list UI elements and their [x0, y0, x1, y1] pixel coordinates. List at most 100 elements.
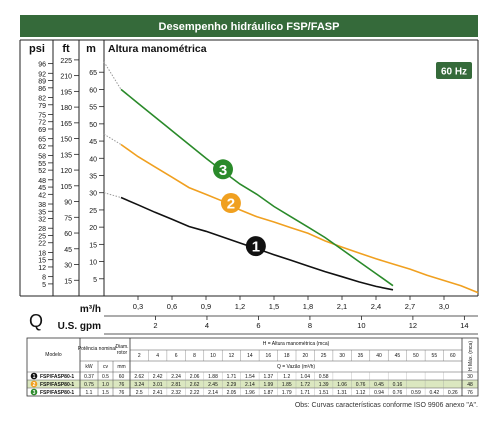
- cell-model: FSP/FASP80-1: [40, 374, 74, 380]
- m-tick-label: 55: [89, 105, 97, 112]
- footnote: Obs: Curvas características conforme ISO…: [294, 402, 478, 409]
- table-row: [27, 388, 478, 396]
- cell-flow: 2.24: [171, 374, 181, 380]
- cell-flow: 1.96: [245, 390, 255, 396]
- psi-tick-label: 58: [38, 154, 46, 161]
- m-unit-label: m: [86, 43, 96, 55]
- cell-flow: 0.76: [393, 390, 403, 396]
- m3h-tick-label: 2,1: [337, 302, 347, 311]
- curve-3-extrapolation: [103, 61, 122, 90]
- cell-flow: 2.05: [227, 390, 237, 396]
- row-3-badge: [30, 388, 38, 396]
- m3h-row-label: m³/h: [80, 304, 101, 315]
- psi-tick-label: 89: [38, 79, 46, 86]
- psi-tick-label: 12: [38, 265, 46, 272]
- cell-flow: 2.62: [190, 382, 200, 388]
- row-1-badge: [30, 372, 38, 380]
- table-h-head: 45: [395, 353, 401, 359]
- table-h-head: 2: [138, 353, 141, 359]
- curve-1-extrapolation: [103, 192, 122, 199]
- cell-flow: 2.32: [171, 390, 181, 396]
- m3h-tick-label: 0,9: [201, 302, 211, 311]
- gpm-tick-label: 4: [205, 321, 209, 330]
- cell-flow: 2.45: [208, 382, 218, 388]
- table-h-head: 25: [321, 353, 327, 359]
- m-tick-label: 10: [89, 260, 97, 267]
- cell-cv: 1.5: [102, 390, 109, 396]
- psi-tick-label: 82: [38, 96, 46, 103]
- frequency-badge: [436, 62, 472, 79]
- table-sub-mm: mm: [117, 364, 125, 370]
- cell-mm: 60: [119, 374, 125, 380]
- cell-flow: 1.04: [300, 374, 310, 380]
- table-h-head: 40: [376, 353, 382, 359]
- cell-flow: 1.12: [356, 390, 366, 396]
- cell-flow: 0.76: [356, 382, 366, 388]
- cell-model: FSP/FASP80-1: [40, 382, 74, 388]
- curve-2-badge-label: 2: [227, 196, 235, 213]
- table-h-head: 8: [193, 353, 196, 359]
- psi-tick-label: 28: [38, 226, 46, 233]
- cell-flow: 0.26: [448, 390, 458, 396]
- ft-tick-label: 150: [60, 137, 72, 144]
- cell-kw: 1.1: [86, 390, 93, 396]
- table-h-head: 20: [302, 353, 308, 359]
- cell-flow: 1.31: [337, 390, 347, 396]
- cell-flow: 0.45: [374, 382, 384, 388]
- psi-tick-label: 79: [38, 103, 46, 110]
- cell-flow: 2.29: [227, 382, 237, 388]
- cell-cv: 0.5: [102, 374, 109, 380]
- row-badge-label: 2: [33, 382, 36, 388]
- cell-flow: 1.72: [300, 382, 310, 388]
- cell-flow: 0.94: [374, 390, 384, 396]
- m3h-tick-label: 2,4: [371, 302, 381, 311]
- cell-flow: 1.88: [208, 374, 218, 380]
- curve-2-extrapolation: [103, 133, 122, 145]
- m-tick-label: 20: [89, 225, 97, 232]
- psi-tick-label: 92: [38, 71, 46, 78]
- cell-flow: 2.41: [153, 390, 163, 396]
- cell-flow: 2.62: [134, 374, 144, 380]
- table-header-modelo: Modelo: [45, 352, 62, 358]
- ft-tick-label: 15: [64, 278, 72, 285]
- frequency-badge-label: 60 Hz: [441, 67, 467, 78]
- curve-2-badge: [220, 193, 241, 214]
- psi-tick-label: 32: [38, 217, 46, 224]
- cell-flow: 2.22: [190, 390, 200, 396]
- curve-1-badge-label: 1: [252, 239, 260, 256]
- m3h-tick-label: 1,8: [303, 302, 313, 311]
- cell-kw: 0.75: [84, 382, 94, 388]
- m-tick-label: 50: [89, 122, 97, 129]
- table-h-head: 60: [450, 353, 456, 359]
- cell-model: FSP/FASP80-1: [40, 390, 74, 396]
- curve-2-line: [120, 143, 479, 294]
- table-sub-q: Q = Vazão (m³/h): [277, 364, 315, 370]
- title-bar: [20, 15, 478, 37]
- table-row: [27, 380, 478, 388]
- psi-tick-label: 52: [38, 168, 46, 175]
- cell-flow: 1.71: [300, 390, 310, 396]
- m3h-tick-label: 2,7: [405, 302, 415, 311]
- ft-tick-label: 75: [64, 215, 72, 222]
- row-2-badge: [30, 380, 38, 388]
- cell-flow: 0.58: [319, 374, 329, 380]
- psi-tick-label: 35: [38, 209, 46, 216]
- cell-flow: 3.01: [153, 382, 163, 388]
- cell-flow: 1.79: [282, 390, 292, 396]
- table-h-head: 55: [432, 353, 438, 359]
- x-axis-ticks: 0,3 0,6 0,9 1,2 1,5 1,8 2,1 2,4 2,7 3,0 2 4 6 8 10 12 14: [133, 296, 469, 330]
- ft-tick-label: 135: [60, 152, 72, 159]
- cell-flow: 1.99: [263, 382, 273, 388]
- cell-flow: 2.81: [171, 382, 181, 388]
- cell-flow: 1.54: [245, 374, 255, 380]
- table-h-head: 10: [210, 353, 216, 359]
- gpm-tick-label: 12: [409, 321, 417, 330]
- table-header-diam: Diam.: [115, 344, 128, 350]
- table-h-head: 50: [413, 353, 419, 359]
- table-header-diam-2: rotor: [117, 350, 128, 356]
- psi-tick-label: 15: [38, 258, 46, 265]
- psi-tick-label: 65: [38, 137, 46, 144]
- cell-flow: 0.59: [411, 390, 421, 396]
- m3h-tick-label: 0,6: [167, 302, 177, 311]
